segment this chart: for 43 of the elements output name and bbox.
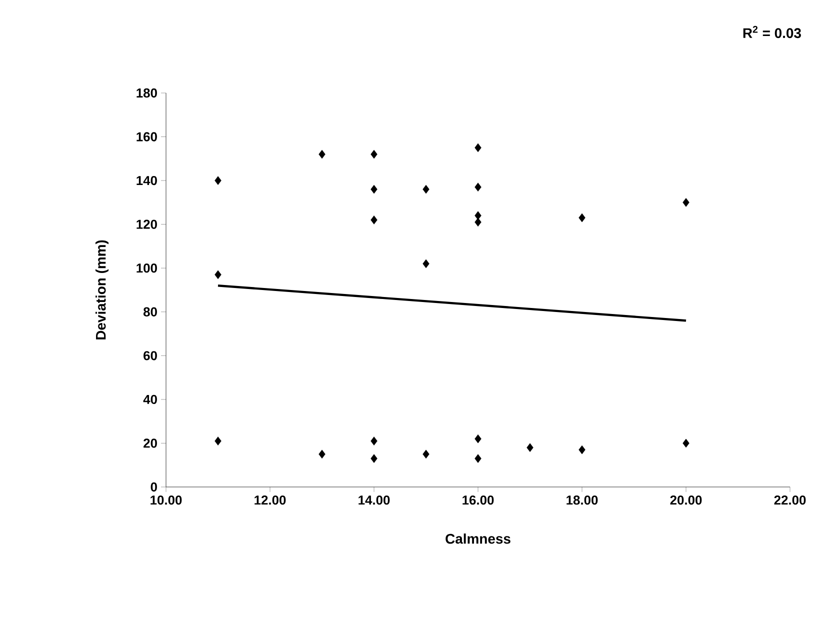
y-tick-label: 180 <box>136 88 157 98</box>
x-tick-label: 12.00 <box>254 496 286 505</box>
y-axis-title: Deviation (mm) <box>96 240 109 340</box>
y-tick-label: 60 <box>144 351 157 360</box>
y-tick-label: 80 <box>143 307 157 316</box>
x-tick-label: 22.00 <box>774 496 806 505</box>
point <box>370 184 378 194</box>
point <box>422 184 430 194</box>
point <box>370 216 378 224</box>
point <box>474 143 482 152</box>
point <box>682 438 690 448</box>
x-tick-label: 16.00 <box>462 496 494 505</box>
point <box>370 150 378 159</box>
text: R$^{2}$ = 0.03 <box>743 26 801 38</box>
y-tick-label: 140 <box>136 176 157 186</box>
y-tick-label: 0 <box>150 482 157 492</box>
x-axis-title: Calmness <box>446 534 510 544</box>
point <box>422 450 430 459</box>
point <box>214 270 222 280</box>
x-tick-label: 18.00 <box>566 496 598 505</box>
point <box>318 150 326 159</box>
point <box>682 198 690 207</box>
y-tick-label: 20 <box>144 438 157 448</box>
point <box>526 443 534 452</box>
point <box>214 176 222 185</box>
y-tick-label: 120 <box>136 220 157 229</box>
y-tick-label: 40 <box>143 394 157 404</box>
point <box>422 259 430 268</box>
x-tick-label: 20.00 <box>670 496 702 505</box>
point <box>214 436 222 446</box>
point <box>474 182 482 192</box>
point <box>370 436 378 446</box>
point <box>578 213 586 222</box>
y-tick-label: 100 <box>136 264 157 273</box>
y-tick-label: 160 <box>136 132 157 142</box>
x-tick-label: 10.00 <box>150 496 182 505</box>
point <box>578 445 586 454</box>
x-tick-label: 14.00 <box>358 496 390 505</box>
point <box>474 434 482 444</box>
point <box>474 454 482 463</box>
point <box>318 450 326 459</box>
point <box>474 218 482 227</box>
point <box>370 454 378 463</box>
